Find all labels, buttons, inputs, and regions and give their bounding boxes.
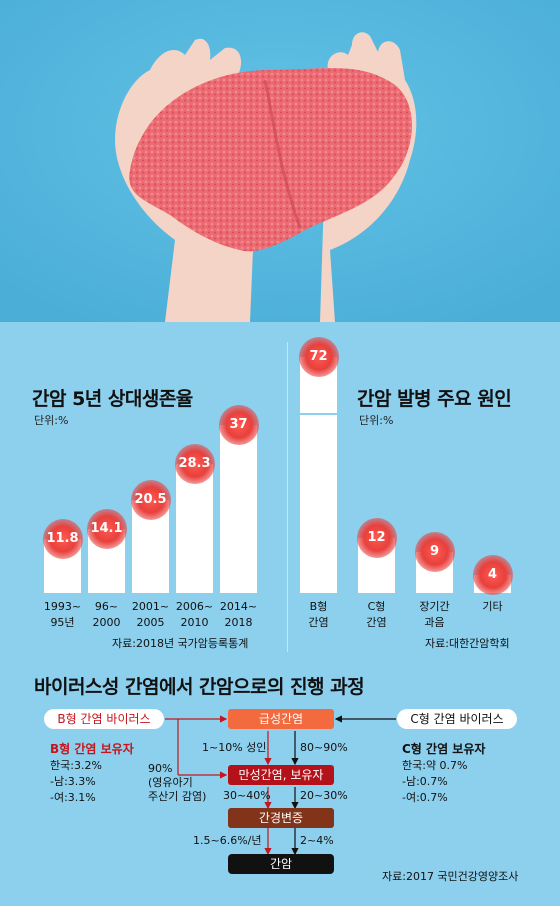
chart1-value-label: 37 [229, 416, 248, 432]
rate-30-40: 30~40% [223, 789, 271, 802]
rate-80-90: 80~90% [300, 741, 348, 754]
chart2-value-bubble [414, 531, 455, 572]
flow-arrows [165, 715, 396, 856]
chart1-tick-label: 2006~ 2010 [175, 600, 214, 629]
survival-chart-unit: 단위:% [34, 414, 69, 427]
hbv-carrier-male: -남:3.3% [50, 775, 96, 788]
rate-90-note1: (영유아기 [148, 776, 193, 789]
chart2-value-bubble [472, 554, 513, 595]
adult-rate: 1~10% 성인 [202, 741, 267, 754]
chart2-value-bubble [298, 337, 339, 377]
hbv-virus-label: B형 간염 바이러스 [44, 709, 164, 729]
chart2-tick-label: 장기간 과음 [419, 600, 450, 629]
hcv-carrier-title: C형 간염 보유자 [402, 742, 486, 756]
hbv-carrier-title: B형 간염 보유자 [50, 742, 134, 756]
chronic-hepatitis-box: 만성간염, 보유자 [228, 765, 334, 785]
hcv-carrier-korea: 한국:약 0.7% [402, 759, 468, 772]
chart1-value-label: 14.1 [90, 520, 123, 536]
flow-source: 자료:2017 국민건강영양조사 [382, 870, 519, 883]
chart2-value-bubble [356, 517, 397, 558]
hcv-carrier-male: -남:0.7% [402, 775, 448, 788]
chart2-value-label: 4 [487, 566, 498, 582]
bar-break-line [300, 413, 337, 415]
hcv-carrier-female: -여:0.7% [402, 791, 448, 804]
chart2-tick-label: 기타 [482, 600, 503, 613]
hero-photo [0, 0, 560, 322]
causes-chart-source: 자료:대한간암학회 [425, 637, 510, 650]
hbv-carrier-korea: 한국:3.2% [50, 759, 102, 772]
chart1-value-bubble [130, 479, 171, 520]
chart2-tick-label: B형 간염 [308, 600, 329, 629]
survival-chart-title: 간암 5년 상대생존율 [32, 388, 193, 410]
chart1-value-label: 20.5 [134, 491, 167, 507]
chart1-value-label: 28.3 [178, 456, 211, 472]
rate-2-4: 2~4% [300, 834, 334, 847]
chart1-bar [220, 424, 257, 593]
causes-chart-unit: 단위:% [359, 414, 394, 427]
causes-chart-title: 간암 발병 주요 원인 [357, 388, 512, 410]
rate-90-note2: 주산기 감염) [148, 790, 207, 803]
chart1-bar [176, 464, 213, 593]
flow-title: 바이러스성 간염에서 간암으로의 진행 과정 [34, 676, 365, 698]
chart2-tick-label: C형 간염 [366, 600, 387, 629]
hcv-virus-label: C형 간염 바이러스 [397, 709, 517, 729]
chart1-tick-label: 2001~ 2005 [131, 600, 170, 629]
hands-liver-illustration [0, 0, 560, 322]
chart1-value-bubble [174, 444, 215, 485]
chart1-tick-label: 2014~ 2018 [219, 600, 258, 629]
chart2-value-label: 72 [309, 349, 328, 364]
chart2-value-label: 12 [367, 529, 386, 545]
liver-shape [129, 68, 412, 252]
chart2-value-label: 9 [429, 543, 440, 559]
survival-chart-source: 자료:2018년 국가암등록통계 [112, 637, 249, 650]
liver-cancer-box: 간암 [228, 854, 334, 874]
hbv-carrier-female: -여:3.1% [50, 791, 96, 804]
chart1-tick-label: 96~ 2000 [92, 600, 121, 629]
acute-hepatitis-box: 급성간염 [228, 709, 334, 729]
rate-90: 90% [148, 762, 173, 775]
chart1-value-bubble [218, 404, 259, 445]
chart1-tick-label: 1993~ 95년 [43, 600, 82, 629]
chart1-value-bubble [86, 508, 127, 549]
chart-divider [287, 342, 288, 652]
chart2-bar [300, 357, 337, 593]
chart1-value-label: 11.8 [46, 531, 79, 547]
info-panel: 간암 5년 상대생존율 단위:% 자료:2018년 국가암등록통계 간암 발병 … [0, 322, 560, 906]
chart1-value-bubble [42, 519, 83, 560]
rate-1-5-6-6: 1.5~6.6%/년 [193, 834, 262, 847]
cirrhosis-box: 간경변증 [228, 808, 334, 828]
rate-20-30: 20~30% [300, 789, 348, 802]
